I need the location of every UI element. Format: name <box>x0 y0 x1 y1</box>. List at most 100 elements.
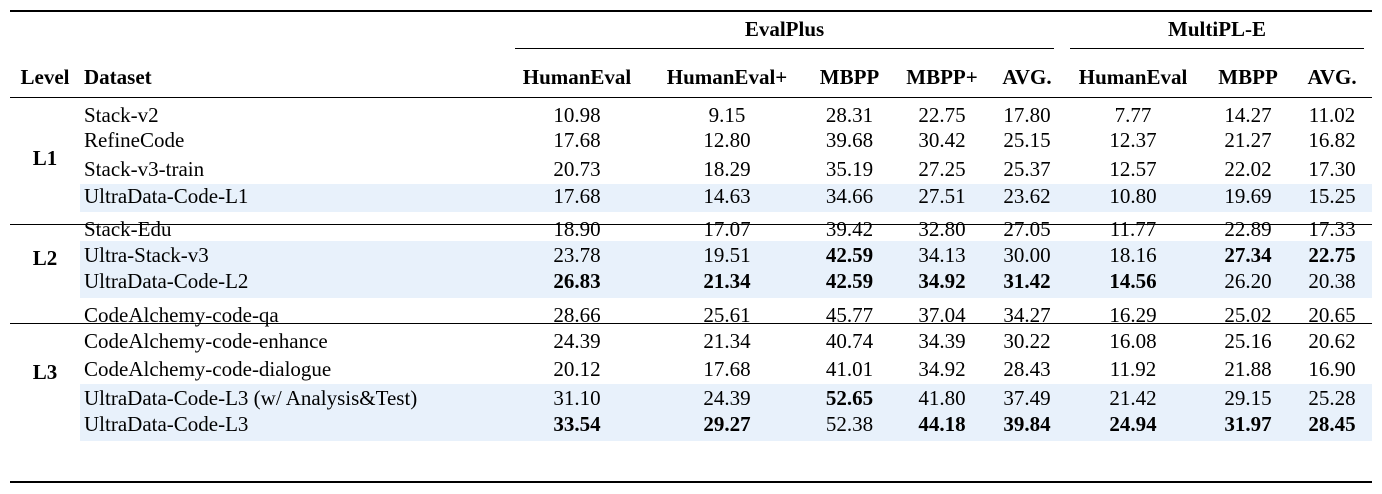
metric-cell: 25.28 <box>1292 383 1373 413</box>
metric-cell: 28.45 <box>1292 412 1373 442</box>
metric-cell: 16.08 <box>1109 328 1157 353</box>
metric-cell: 23.62 <box>992 183 1063 213</box>
metric-cell: 31.97 <box>1204 412 1293 442</box>
column-header-mbpp: MBPP <box>819 64 880 89</box>
metric-cell: 30.42 <box>918 128 966 153</box>
metric-cell: 34.92 <box>918 357 966 382</box>
metric-cell: 28.43 <box>1003 357 1051 382</box>
metric-cell: 30.00 <box>992 240 1063 270</box>
metric-cell: 17.33 <box>1308 217 1356 242</box>
metric-cell: 21.34 <box>647 269 807 299</box>
metric-cell: 14.27 <box>1224 102 1272 127</box>
table-body: L1 Stack-v2 10.98 9.15 28.31 22.75 17.80 7.77 14… <box>10 98 1373 442</box>
metric-cell: 45.77 <box>825 302 874 327</box>
metric-cell: 20.65 <box>1308 302 1356 327</box>
group-header-multipl-e-label: MultiPL-E <box>1070 17 1365 49</box>
metric-cell: 31.10 <box>507 383 647 413</box>
metric-cell: 11.77 <box>1109 217 1157 242</box>
column-header-row: Level Dataset HumanEval HumanEval+ MBPP … <box>10 56 1372 98</box>
column-header-dataset: Dataset <box>84 64 152 89</box>
metric-cell: 37.04 <box>918 302 966 327</box>
metric-cell: 52.38 <box>807 412 892 442</box>
metric-cell: 11.02 <box>1308 102 1356 127</box>
metric-cell: 29.27 <box>647 412 807 442</box>
metric-cell: 17.30 <box>1308 156 1356 181</box>
table-row: L1 Stack-v2 10.98 9.15 28.31 22.75 17.80 7.77 14… <box>10 98 1372 168</box>
metric-cell: 21.27 <box>1224 128 1272 153</box>
group-rule-l2 <box>10 323 1372 325</box>
metric-cell: 39.68 <box>825 128 874 153</box>
metric-cell: 31.42 <box>992 269 1063 299</box>
metric-cell: 19.69 <box>1204 183 1293 213</box>
group-header-row: EvalPlus MultiPL-E <box>10 10 1372 56</box>
metric-cell: 29.15 <box>1204 383 1293 413</box>
metric-cell: 20.73 <box>553 156 601 181</box>
metric-cell: 33.54 <box>507 412 647 442</box>
group-header-spacer <box>10 10 507 56</box>
dataset-name: CodeAlchemy-code-dialogue <box>84 357 332 382</box>
table-row: UltraData-Code-L3 (w/ Analysis&Test) 31.1… <box>10 383 1373 413</box>
metric-cell: 24.39 <box>553 328 601 353</box>
level-label: L3 <box>32 360 58 385</box>
column-header-humaneval-plus: HumanEval+ <box>666 64 788 89</box>
metric-cell: 42.59 <box>807 269 892 299</box>
metric-cell: 21.42 <box>1062 383 1205 413</box>
metric-cell: 39.42 <box>825 217 874 242</box>
table-row: Ultra-Stack-v3 23.78 19.51 42.59 34.13 30.00 1… <box>10 240 1373 270</box>
metric-cell: 41.80 <box>892 383 992 413</box>
metric-cell: 25.15 <box>1003 128 1051 153</box>
table-row: RefineCode 17.68 12.80 39.68 30.42 25.15 12.37… <box>10 127 1372 156</box>
metric-cell: 18.90 <box>553 217 601 242</box>
metric-cell: 37.49 <box>992 383 1063 413</box>
metric-cell: 27.34 <box>1204 240 1293 270</box>
metric-cell: 25.16 <box>1224 328 1272 353</box>
metric-cell: 30.22 <box>1003 328 1051 353</box>
metric-cell: 27.05 <box>1003 217 1051 242</box>
table-row: L2 Stack-Edu 18.90 17.07 39.42 32.80 27.05 11.7… <box>10 212 1372 268</box>
metric-cell: 34.39 <box>918 328 966 353</box>
metric-cell: 25.61 <box>703 302 751 327</box>
metric-cell: 34.66 <box>807 183 892 213</box>
metric-cell: 35.19 <box>825 156 874 181</box>
dataset-name: Stack-v3-train <box>84 156 205 181</box>
table-row: UltraData-Code-L3 33.54 29.27 52.38 44.18 39.… <box>10 412 1373 442</box>
metric-cell: 28.66 <box>553 302 601 327</box>
table-row: CodeAlchemy-code-dialogue 20.12 17.68 41.01… <box>10 355 1372 384</box>
column-header-multipl-avg: AVG. <box>1307 64 1357 89</box>
metric-cell: 34.92 <box>892 269 992 299</box>
metric-cell: 16.82 <box>1308 128 1356 153</box>
metric-cell: 12.37 <box>1109 128 1157 153</box>
metric-cell: 32.80 <box>918 217 966 242</box>
metric-cell: 40.74 <box>825 328 874 353</box>
header-rule <box>10 97 1372 99</box>
metric-cell: 26.83 <box>507 269 647 299</box>
dataset-name: Stack-v2 <box>84 102 159 127</box>
metric-cell: 17.07 <box>703 217 751 242</box>
metric-cell: 39.84 <box>992 412 1063 442</box>
metric-cell: 20.62 <box>1308 328 1356 353</box>
dataset-name: Stack-Edu <box>84 217 172 242</box>
metric-cell: 17.68 <box>703 357 751 382</box>
metric-cell: 7.77 <box>1114 102 1152 127</box>
column-header-mbpp-plus: MBPP+ <box>906 64 978 89</box>
group-header-evalplus: EvalPlus <box>507 10 1062 56</box>
metric-cell: 26.20 <box>1204 269 1293 299</box>
metric-cell: 19.51 <box>647 240 807 270</box>
metric-cell: 22.75 <box>918 102 966 127</box>
level-label: L1 <box>32 145 58 170</box>
metric-cell: 17.68 <box>507 183 647 213</box>
metric-cell: 24.39 <box>647 383 807 413</box>
metric-cell: 14.63 <box>647 183 807 213</box>
metric-cell: 27.25 <box>918 156 966 181</box>
bottom-rule <box>10 481 1372 483</box>
results-table: EvalPlus MultiPL-E Level Dataset HumanEv… <box>10 10 1373 442</box>
group-header-evalplus-label: EvalPlus <box>515 17 1055 49</box>
metric-cell: 12.57 <box>1109 156 1157 181</box>
metric-cell: 10.80 <box>1062 183 1205 213</box>
metric-cell: 17.80 <box>1003 102 1051 127</box>
metric-cell: 34.13 <box>892 240 992 270</box>
metric-cell: 14.56 <box>1062 269 1205 299</box>
column-header-evalplus-avg: AVG. <box>1002 64 1052 89</box>
metric-cell: 22.75 <box>1292 240 1373 270</box>
